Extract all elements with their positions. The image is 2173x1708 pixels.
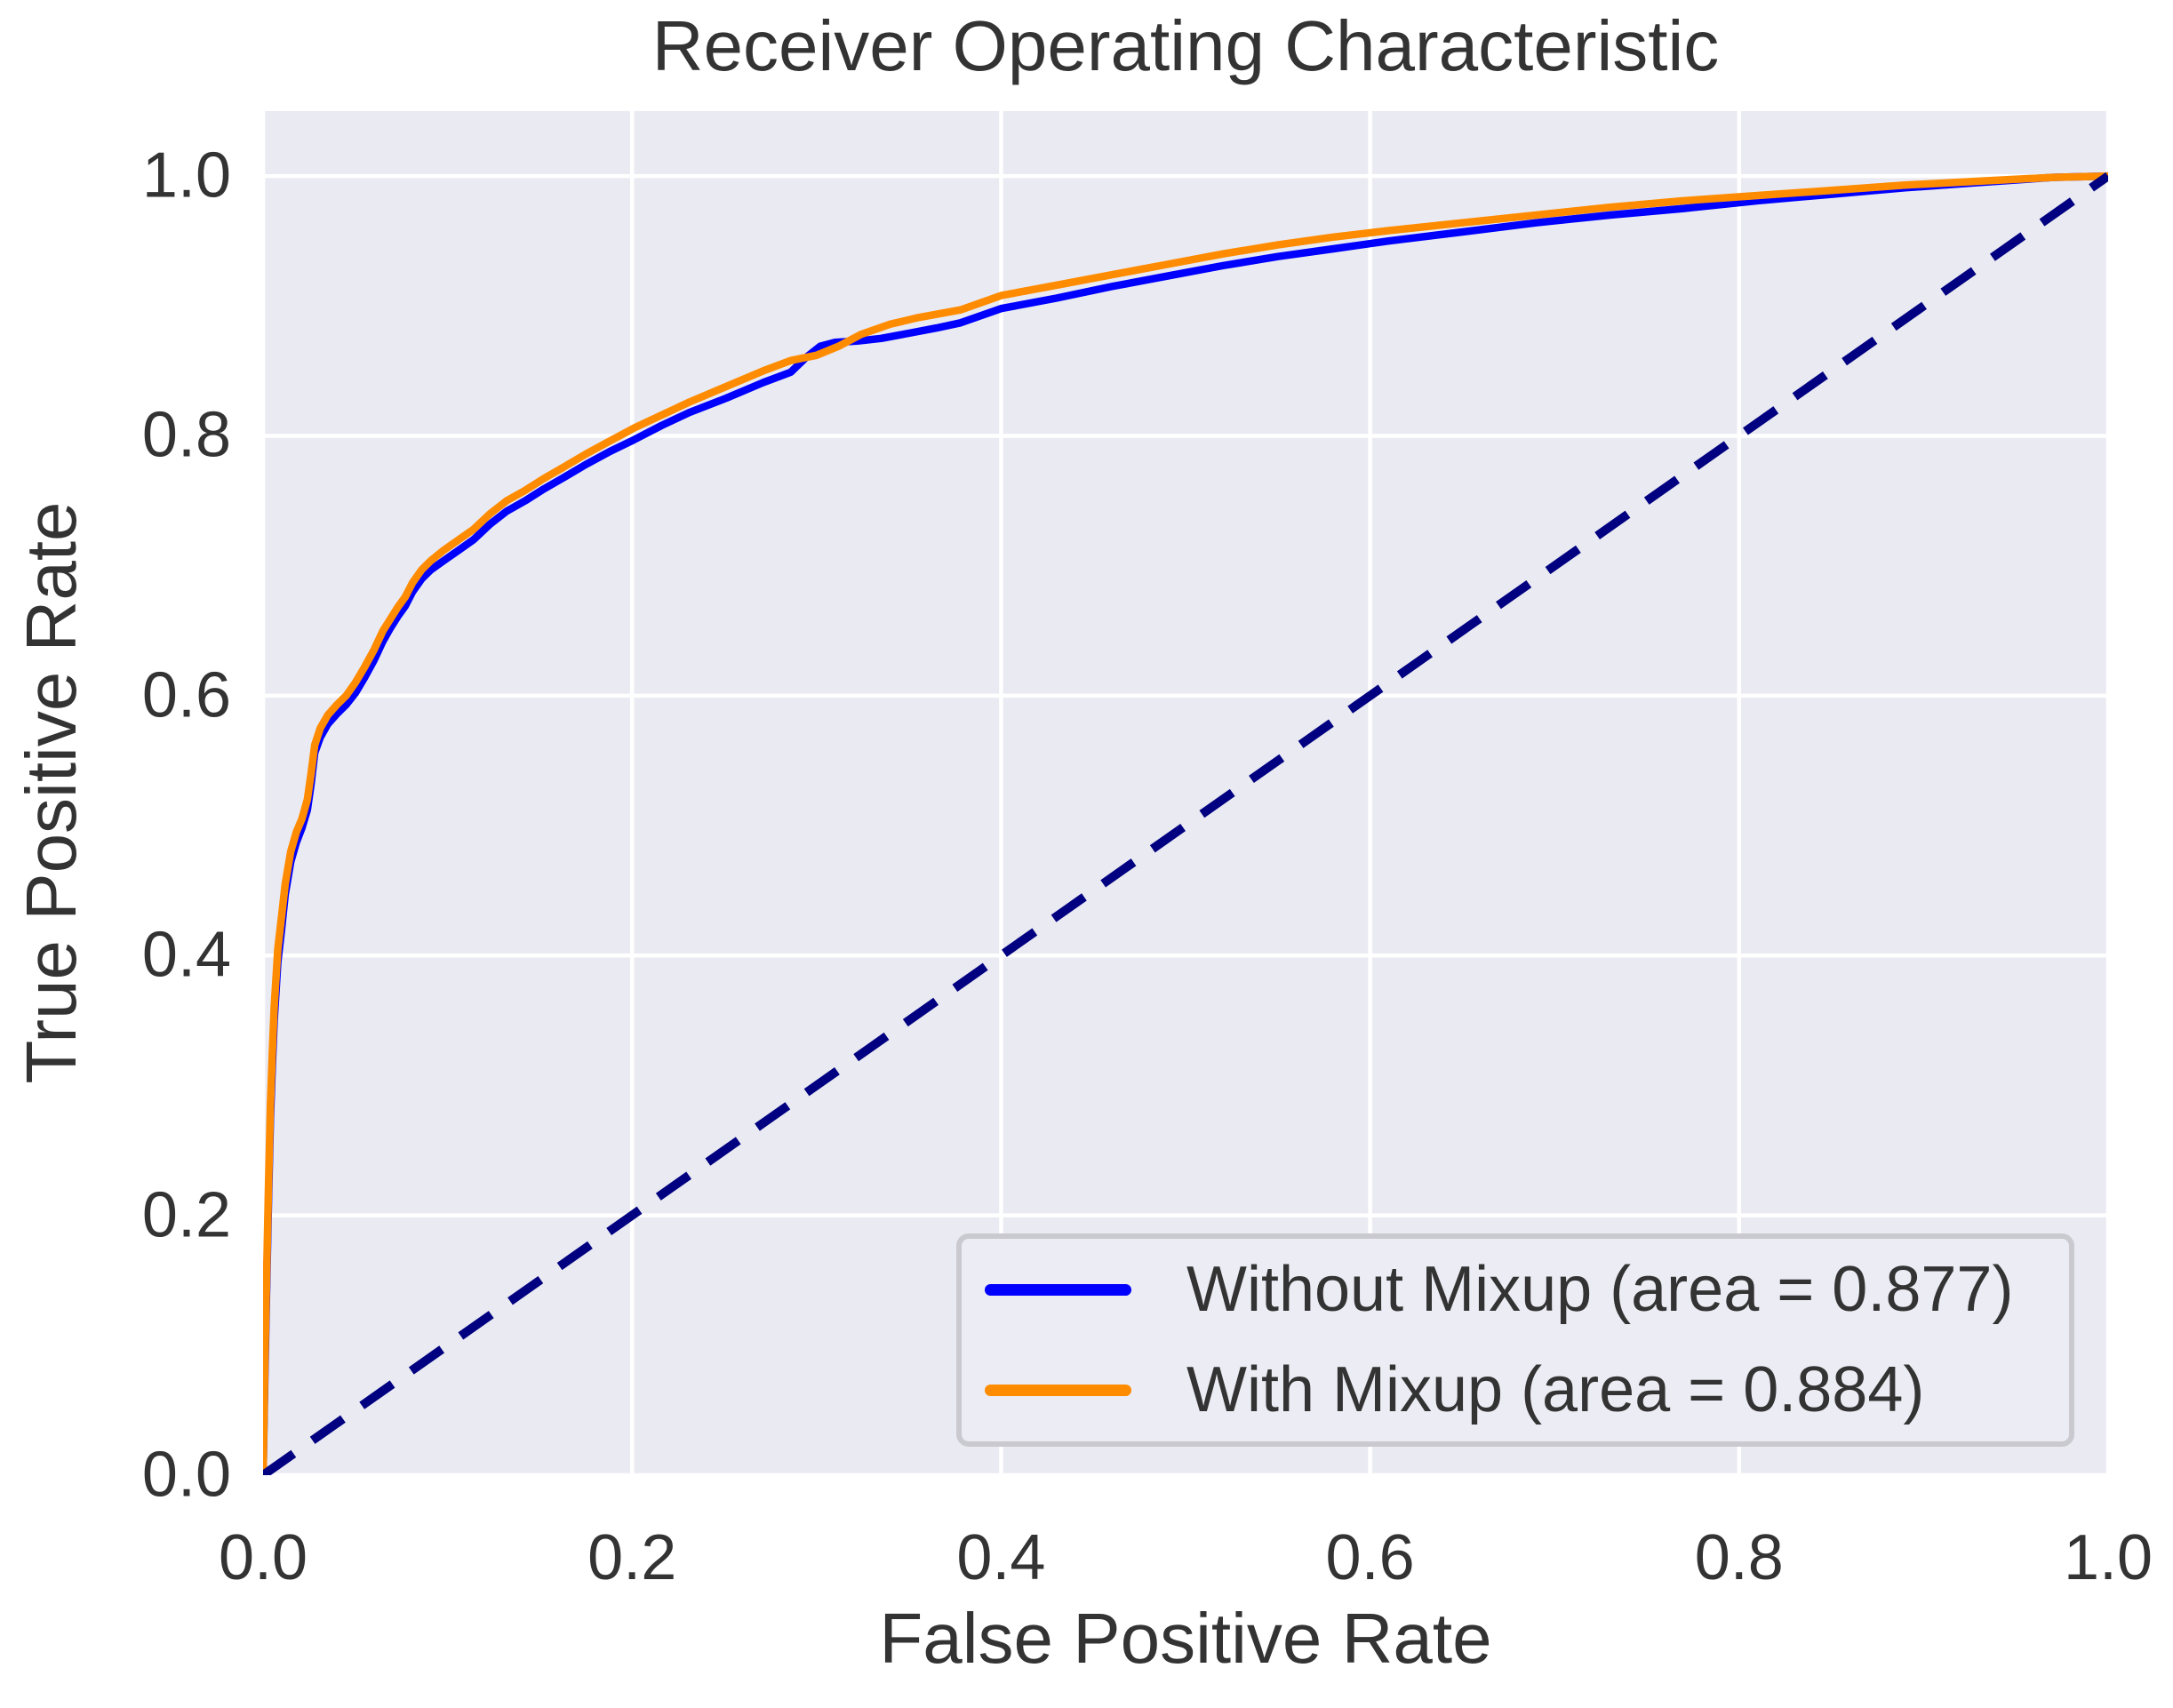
x-tick-label: 0.0 <box>218 1522 308 1593</box>
x-tick-label: 0.2 <box>587 1522 677 1593</box>
legend-item: Without Mixup (area = 0.877) <box>985 1253 2069 1325</box>
x-tick-label: 1.0 <box>2063 1522 2153 1593</box>
legend: Without Mixup (area = 0.877) With Mixup (… <box>956 1233 2074 1447</box>
y-tick-label: 0.4 <box>141 919 231 991</box>
y-tick-label: 0.0 <box>141 1439 231 1511</box>
legend-line-swatch <box>985 1283 1131 1296</box>
y-tick-label: 0.8 <box>141 399 231 471</box>
x-tick-label: 0.8 <box>1694 1522 1784 1593</box>
y-tick-label: 0.2 <box>141 1179 231 1251</box>
x-tick-label: 0.4 <box>956 1522 1046 1593</box>
legend-label: With Mixup (area = 0.884) <box>1186 1354 1925 1425</box>
legend-label: Without Mixup (area = 0.877) <box>1186 1253 2014 1325</box>
plot-area: Without Mixup (area = 0.877) With Mixup (… <box>263 111 2108 1475</box>
y-tick-label: 1.0 <box>141 140 231 212</box>
plot-canvas <box>263 111 2108 1475</box>
x-axis-label: False Positive Rate <box>879 1599 1492 1678</box>
y-tick-label: 0.6 <box>141 659 231 731</box>
curve-with-mixup <box>263 172 2108 1475</box>
curve-chance <box>263 172 2108 1475</box>
chart-title: Receiver Operating Characteristic <box>651 6 1720 85</box>
legend-item: With Mixup (area = 0.884) <box>985 1354 2069 1425</box>
legend-line-swatch <box>985 1385 1131 1397</box>
y-axis-label: True Positive Rate <box>12 501 91 1084</box>
x-tick-label: 0.6 <box>1325 1522 1415 1593</box>
